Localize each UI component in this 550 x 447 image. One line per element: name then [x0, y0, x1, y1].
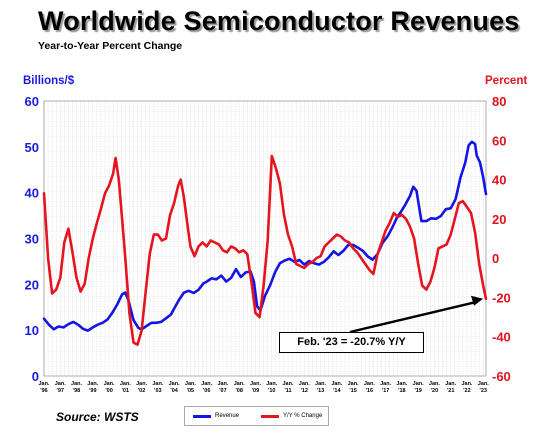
y-left-tick-label: 20: [25, 277, 39, 292]
source-note: Source: WSTS: [56, 410, 139, 424]
legend-swatch-revenue: [193, 414, 211, 418]
x-tick-label-top: Jan.: [266, 381, 277, 387]
x-tick-label-bottom: '23: [480, 388, 487, 394]
x-tick-label-top: Jan.: [136, 381, 147, 387]
x-tick-label-top: Jan.: [234, 381, 245, 387]
x-tick-label-bottom: '12: [301, 388, 308, 394]
y-left-tick-label: 30: [25, 232, 39, 247]
x-tick-label-top: Jan.: [478, 381, 489, 387]
legend-swatch-yy-change: [261, 414, 280, 418]
x-tick-label-bottom: '99: [89, 388, 96, 394]
x-tick-label-top: Jan.: [315, 381, 326, 387]
plot-frame: [43, 100, 487, 377]
x-tick-label-top: Jan.: [217, 381, 228, 387]
x-tick-label-bottom: '98: [73, 388, 80, 394]
x-tick-label-bottom: '20: [431, 388, 438, 394]
x-tick-label-top: Jan.: [396, 381, 407, 387]
chart-title: Worldwide Semiconductor Revenues: [38, 6, 520, 36]
x-tick-label-bottom: '04: [170, 388, 178, 394]
x-tick-label-bottom: '10: [268, 388, 275, 394]
x-tick-label-top: Jan.: [299, 381, 310, 387]
y-right-tick-label: 60: [492, 133, 506, 148]
x-tick-label-bottom: '18: [398, 388, 405, 394]
x-tick-label-bottom: '06: [203, 388, 210, 394]
x-tick-label-top: Jan.: [38, 381, 49, 387]
x-tick-label-top: Jan.: [348, 381, 359, 387]
x-tick-label-bottom: '08: [235, 388, 242, 394]
x-tick-label-top: Jan.: [120, 381, 131, 387]
x-tick-label-bottom: '19: [414, 388, 421, 394]
y-left-tick-label: 10: [25, 323, 39, 338]
x-tick-label-top: Jan.: [104, 381, 115, 387]
x-tick-label-bottom: '11: [284, 388, 291, 394]
x-tick-label-bottom: '14: [333, 388, 341, 394]
chart-legend: Revenue Y/Y % Change: [184, 406, 329, 426]
x-tick-label-top: Jan.: [185, 381, 196, 387]
x-tick-label-bottom: '96: [40, 388, 47, 394]
x-tick-label-bottom: '17: [382, 388, 389, 394]
x-tick-label-top: Jan.: [55, 381, 66, 387]
x-tick-label-top: Jan.: [331, 381, 342, 387]
x-tick-label-bottom: '21: [447, 388, 454, 394]
x-tick-label-bottom: '02: [138, 388, 145, 394]
x-tick-label-top: Jan.: [169, 381, 180, 387]
y-right-tick-label: 80: [492, 94, 506, 109]
y-right-tick-label: -40: [492, 330, 511, 345]
annotation-arrow-head: [471, 295, 483, 306]
annotation-box: Feb. '23 = -20.7% Y/Y: [279, 332, 424, 353]
y-right-tick-label: -20: [492, 290, 511, 305]
x-tick-label-top: Jan.: [87, 381, 98, 387]
x-tick-label-top: Jan.: [380, 381, 391, 387]
x-tick-label-top: Jan.: [71, 381, 82, 387]
x-tick-label-top: Jan.: [413, 381, 424, 387]
x-tick-label-top: Jan.: [201, 381, 212, 387]
y-left-tick-label: 50: [25, 140, 39, 155]
x-tick-label-top: Jan.: [364, 381, 375, 387]
x-tick-label-bottom: '22: [463, 388, 470, 394]
x-tick-label-bottom: '07: [219, 388, 226, 394]
chart-subtitle: Year-to-Year Percent Change: [38, 40, 183, 52]
x-tick-label-bottom: '13: [317, 388, 324, 394]
x-tick-label-bottom: '15: [349, 388, 356, 394]
legend-label-revenue: Revenue: [215, 413, 240, 419]
x-tick-label-bottom: '97: [57, 388, 64, 394]
annotation-arrow-line: [349, 300, 478, 334]
y-right-tick-label: -60: [492, 369, 511, 384]
x-tick-label-top: Jan.: [445, 381, 456, 387]
x-tick-label-top: Jan.: [283, 381, 294, 387]
y-left-axis-label: Billions/$: [23, 75, 75, 87]
series-line-yy-change: [42, 154, 488, 346]
legend-label-yy-change: Y/Y % Change: [283, 413, 323, 419]
x-tick-label-bottom: '00: [105, 388, 112, 394]
y-right-tick-label: 0: [492, 251, 499, 266]
x-tick-label-top: Jan.: [250, 381, 261, 387]
y-left-tick-label: 60: [25, 94, 39, 109]
x-tick-label-top: Jan.: [152, 381, 163, 387]
x-tick-label-bottom: '05: [187, 388, 194, 394]
y-left-tick-label: 40: [25, 186, 39, 201]
x-tick-label-bottom: '01: [122, 388, 129, 394]
x-tick-label-top: Jan.: [429, 381, 440, 387]
x-tick-label-top: Jan.: [461, 381, 472, 387]
y-left-tick-label: 0: [32, 369, 39, 384]
x-tick-label-bottom: '09: [252, 388, 259, 394]
x-tick-label-bottom: '16: [366, 388, 373, 394]
y-right-tick-label: 40: [492, 173, 506, 188]
y-right-tick-label: 20: [492, 212, 506, 227]
x-tick-label-bottom: '03: [154, 388, 161, 394]
series-line-revenue: [42, 140, 488, 332]
legend-item-yy-change: Y/Y % Change: [261, 413, 322, 419]
y-right-axis-label: Percent: [485, 75, 528, 87]
legend-item-revenue: Revenue: [193, 413, 239, 419]
